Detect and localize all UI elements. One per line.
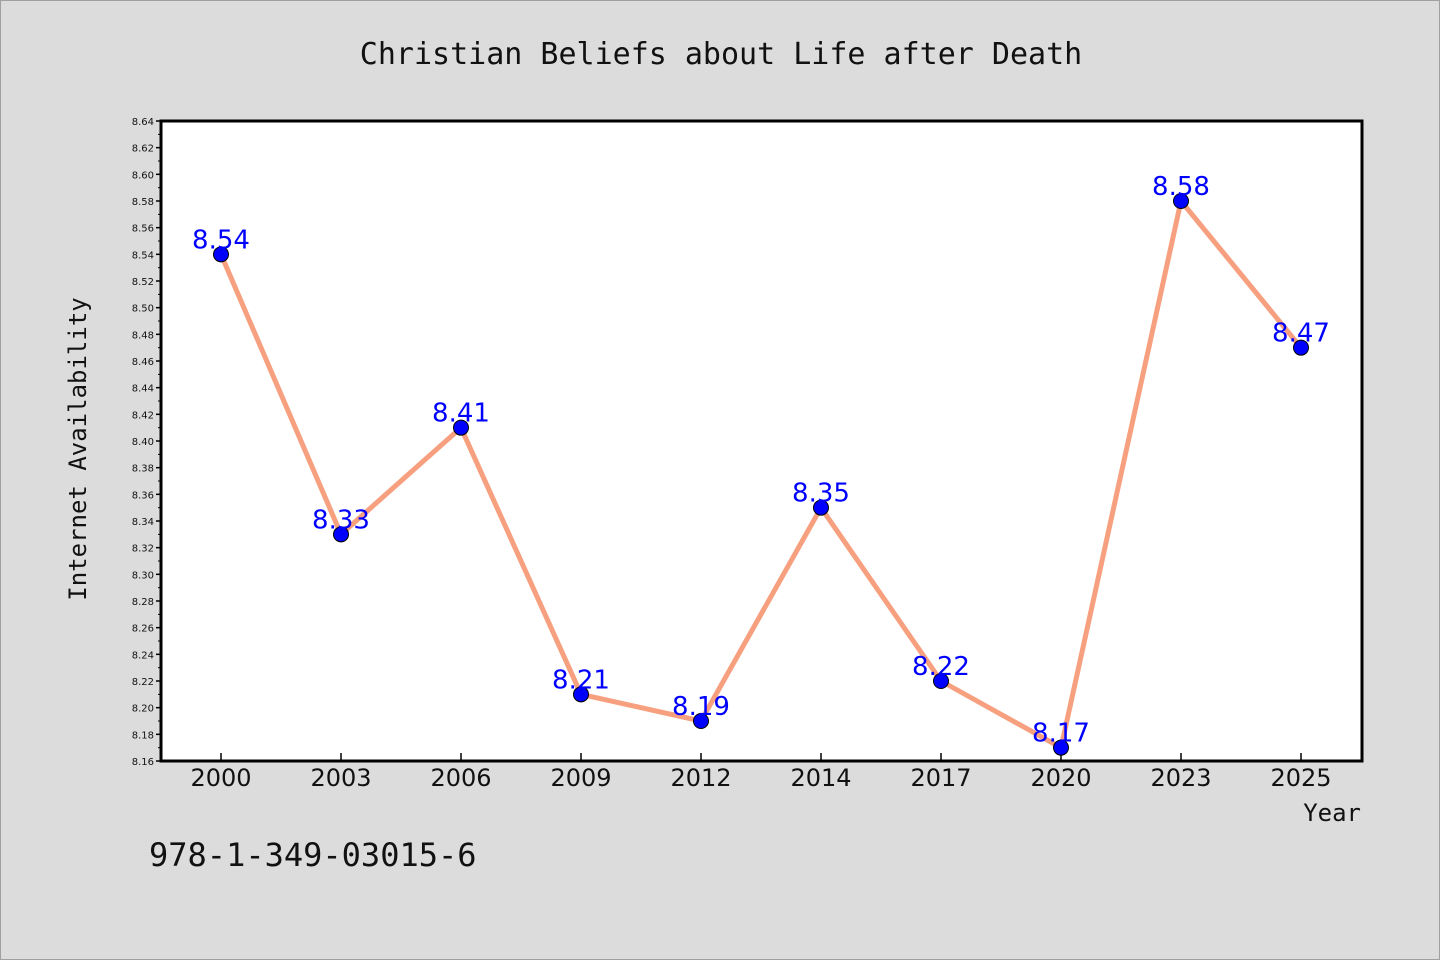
y-tick-label: 8.60	[132, 170, 154, 181]
data-point-marker	[453, 419, 469, 436]
y-tick-label: 8.52	[132, 277, 154, 288]
data-label: 8.33	[312, 505, 370, 535]
data-label: 8.58	[1152, 172, 1210, 202]
y-tick-label: 8.58	[132, 197, 154, 208]
x-axis: 2000 2003 2006 2009 2012 2014 2017 2020 2023 2025	[190, 753, 1332, 792]
x-tick-label: 2003	[310, 764, 371, 792]
y-tick-label: 8.40	[132, 437, 154, 448]
x-tick-label: 2017	[910, 764, 971, 792]
data-point-marker	[933, 673, 949, 689]
data-point-marker	[1053, 739, 1069, 756]
data-label: 8.19	[672, 692, 730, 722]
y-tick-label: 8.56	[132, 224, 154, 235]
y-tick-label: 8.54	[132, 250, 154, 261]
y-tick-label: 8.22	[132, 677, 154, 688]
y-tick-label: 8.62	[132, 144, 154, 155]
data-point-marker	[693, 713, 709, 729]
x-axis-label: Year	[1303, 799, 1361, 827]
data-point-marker	[813, 499, 829, 516]
y-tick-label: 8.28	[132, 597, 154, 608]
y-tick-label: 8.50	[132, 304, 154, 315]
y-tick-label: 8.16	[132, 757, 154, 768]
x-tick-label: 2006	[430, 764, 491, 792]
data-label: 8.21	[552, 665, 610, 695]
isbn-footer: 978-1-349-03015-6	[149, 836, 477, 874]
x-tick-label: 2023	[1150, 764, 1211, 792]
data-labels-group: 8.54 8.33 8.41 8.21 8.19 8.35 8.22 8.17 8.58 8.47	[192, 172, 1330, 749]
x-tick-label: 2000	[190, 764, 251, 792]
x-tick-label: 2009	[550, 764, 611, 792]
y-tick-label: 8.36	[132, 490, 154, 501]
y-tick-label: 8.18	[132, 730, 154, 741]
data-label: 8.35	[792, 479, 850, 509]
y-tick-label: 8.64	[132, 117, 154, 128]
data-label: 8.17	[1032, 719, 1090, 749]
series-line-group	[213, 193, 1309, 756]
y-axis-label: Internet Availability	[64, 297, 92, 600]
x-tick-label: 2025	[1270, 764, 1331, 792]
chart-title: Christian Beliefs about Life after Death	[360, 37, 1082, 72]
y-axis: 8.16 8.18 8.20 8.22 8.24 8.26 8.28 8.30 8.32 8.34…	[132, 117, 161, 768]
data-label: 8.41	[432, 399, 490, 429]
y-tick-label: 8.44	[132, 384, 154, 395]
y-tick-label: 8.48	[132, 330, 154, 341]
y-tick-label: 8.20	[132, 704, 154, 715]
data-label: 8.54	[192, 225, 250, 255]
y-tick-label: 8.30	[132, 570, 154, 581]
x-tick-label: 2020	[1030, 764, 1091, 792]
data-point-marker	[1293, 339, 1309, 356]
y-tick-label: 8.38	[132, 464, 154, 475]
data-label: 8.47	[1272, 319, 1330, 349]
data-point-marker	[573, 686, 589, 703]
data-point-marker	[213, 246, 229, 263]
y-tick-label: 8.26	[132, 624, 154, 635]
plot-area	[159, 119, 1364, 763]
x-tick-label: 2012	[670, 764, 731, 792]
x-tick-label: 2014	[790, 764, 851, 792]
y-tick-label: 8.32	[132, 544, 154, 555]
data-point-marker	[333, 526, 349, 543]
y-tick-label: 8.42	[132, 410, 154, 421]
series-line	[218, 198, 1304, 751]
data-point-marker	[1173, 193, 1189, 209]
data-label: 8.22	[912, 652, 970, 682]
y-tick-label: 8.34	[132, 517, 154, 528]
y-tick-label: 8.24	[132, 650, 154, 661]
y-tick-label: 8.46	[132, 357, 154, 368]
